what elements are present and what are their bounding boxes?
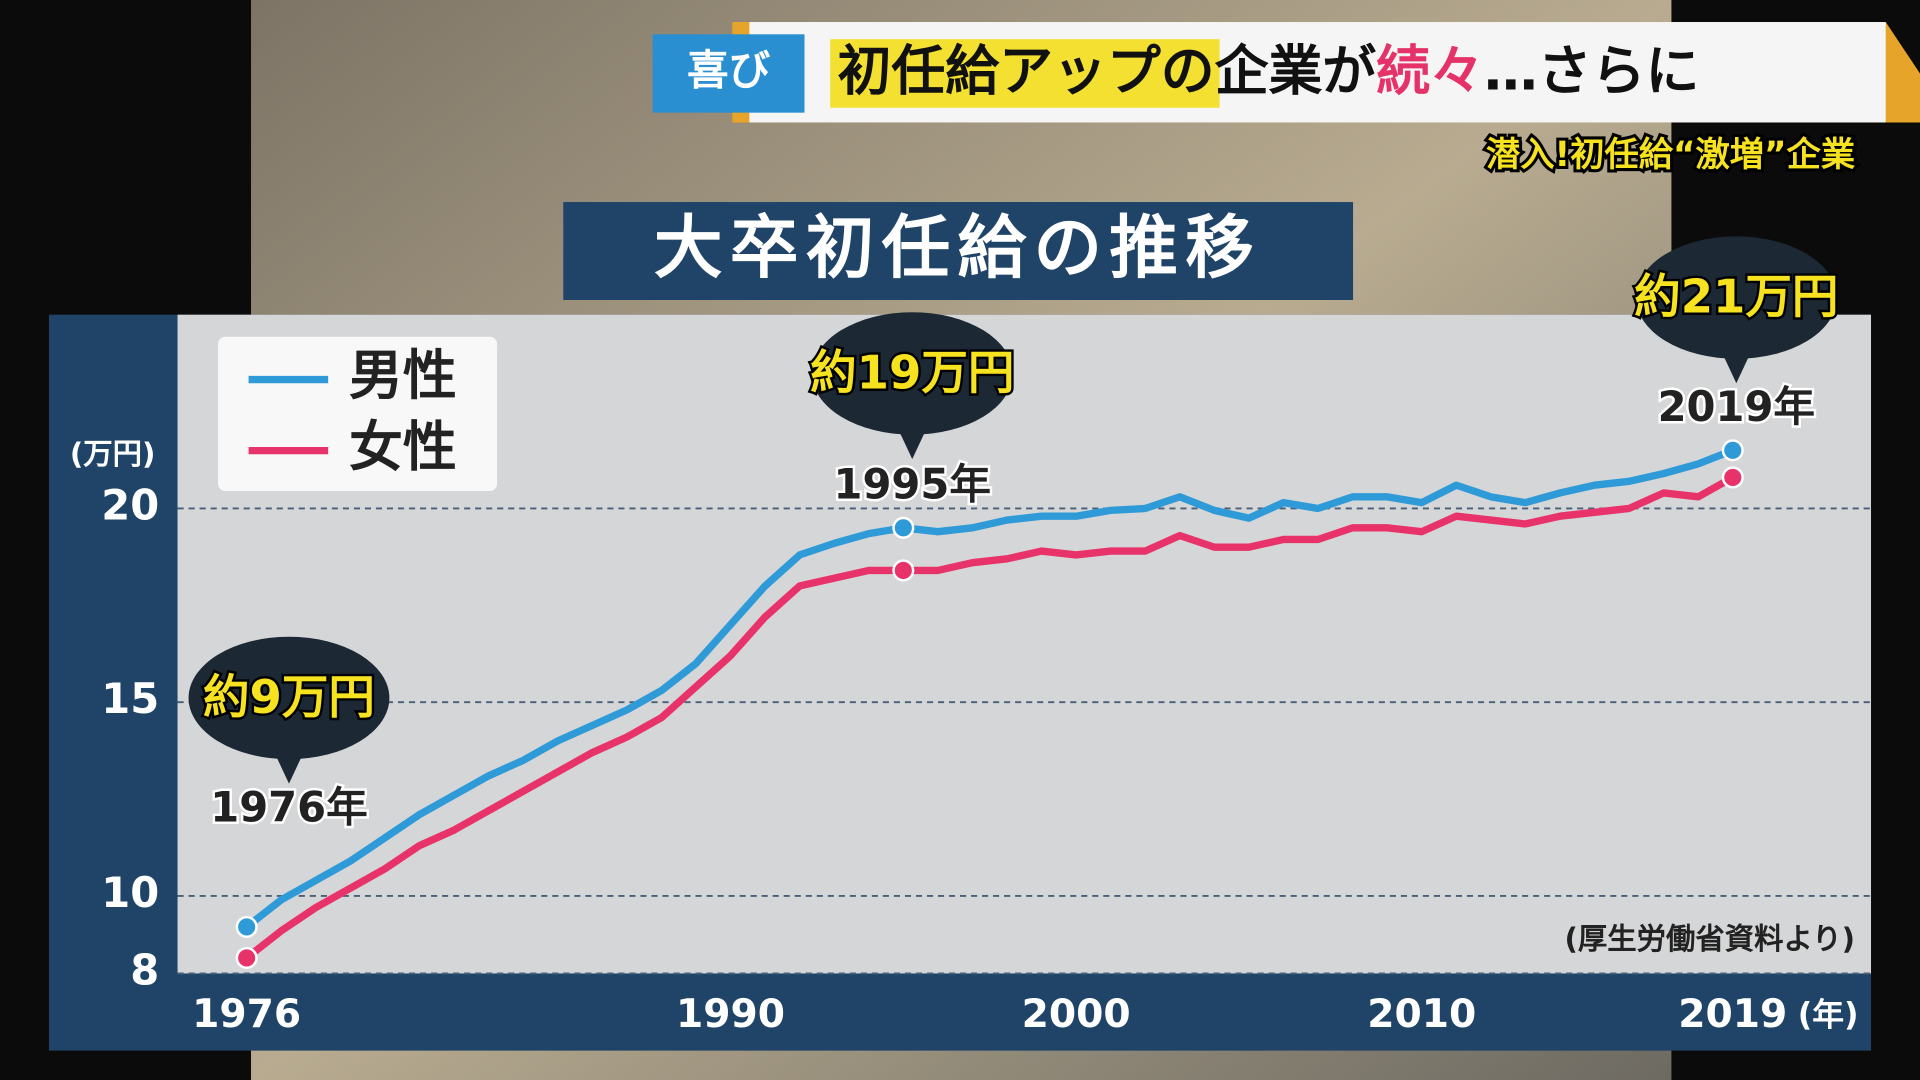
y-unit: (万円)	[70, 437, 156, 471]
callout-bubble	[1635, 236, 1837, 359]
callout-pointer	[1719, 346, 1754, 384]
chart-title: 大卒初任給の推移	[654, 208, 1261, 288]
series-line	[244, 446, 1735, 930]
highlight-point	[892, 516, 915, 539]
x-tick-label: 2000	[1022, 992, 1131, 1037]
legend-label: 女性	[349, 415, 457, 478]
tag-box	[652, 34, 805, 113]
chart-title-box	[563, 202, 1354, 300]
headline-part: …さらに	[1484, 39, 1699, 102]
y-tick-label: 15	[101, 674, 159, 723]
callout-pointer	[895, 422, 930, 460]
legend-label: 男性	[349, 344, 457, 407]
callout-year: 2019年	[1658, 382, 1815, 431]
callout-label: 約19万円	[810, 345, 1014, 399]
callout-bubble	[811, 312, 1013, 435]
x-tick-label: 1990	[676, 992, 785, 1037]
callout-year: 1995年	[834, 459, 991, 508]
series-line	[244, 474, 1735, 961]
tag: 喜び	[687, 45, 771, 94]
x-tick-label: 2010	[1367, 992, 1476, 1037]
callout-year: 1976年	[210, 783, 367, 832]
highlight	[830, 39, 1220, 108]
highlight-point	[235, 946, 258, 969]
source-note: (厚生労働省資料より)	[1564, 922, 1855, 956]
highlight-point	[892, 559, 915, 582]
y-tick-label: 20	[101, 480, 159, 529]
x-unit: (年)	[1798, 995, 1859, 1033]
highlight-point	[1721, 466, 1744, 489]
x-tick-label: 1976	[192, 992, 301, 1037]
subtitle: 潜入!初任給“激増”企業	[1486, 135, 1856, 175]
y-tick-label: 10	[101, 868, 159, 917]
highlight-point	[235, 915, 258, 938]
headline-part: の企業が	[1161, 39, 1377, 102]
plot-layer: 8 10 15 20 1976 1990 2000 2010 2019 約9万円 1976年 約19万…	[101, 236, 1872, 1037]
headline: 初任給アップの企業が続々…さらに	[838, 39, 1700, 102]
headline-part: 続々	[1376, 39, 1484, 102]
callout-label: 約9万円	[203, 670, 375, 724]
callout-label: 約21万円	[1634, 270, 1838, 324]
highlight-point	[1721, 439, 1744, 462]
y-tick-label: 8	[130, 945, 159, 994]
callout-bubble	[188, 636, 390, 760]
callout-pointer	[271, 746, 307, 784]
headline-part: 初任給アップ	[838, 39, 1161, 102]
x-tick-label: 2019	[1678, 992, 1787, 1037]
